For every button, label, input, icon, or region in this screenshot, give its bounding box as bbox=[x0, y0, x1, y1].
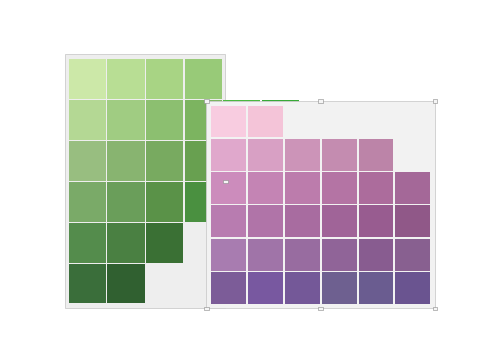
Bar bbox=[248, 106, 283, 137]
Bar bbox=[322, 205, 357, 237]
Bar bbox=[107, 182, 145, 222]
Bar bbox=[184, 141, 222, 181]
Bar bbox=[204, 307, 209, 310]
Bar bbox=[184, 59, 222, 99]
Bar bbox=[395, 205, 430, 237]
Bar bbox=[146, 223, 184, 262]
Bar bbox=[212, 172, 246, 204]
Bar bbox=[223, 100, 260, 140]
Bar bbox=[223, 180, 228, 183]
Bar bbox=[184, 100, 222, 140]
Bar bbox=[318, 99, 323, 103]
Bar bbox=[285, 172, 320, 204]
Bar bbox=[69, 182, 106, 222]
Bar bbox=[248, 239, 283, 271]
Bar bbox=[223, 182, 260, 222]
Bar bbox=[248, 139, 283, 171]
Bar bbox=[359, 139, 393, 171]
Bar bbox=[359, 239, 393, 271]
Bar bbox=[204, 99, 209, 103]
Bar bbox=[212, 205, 246, 237]
Bar bbox=[212, 272, 246, 304]
Bar bbox=[212, 139, 246, 171]
Bar bbox=[69, 264, 106, 303]
Bar bbox=[262, 100, 299, 140]
Bar bbox=[107, 223, 145, 262]
Bar bbox=[248, 272, 283, 304]
Bar bbox=[146, 59, 184, 99]
Bar bbox=[146, 182, 184, 222]
Bar bbox=[285, 239, 320, 271]
Bar bbox=[395, 172, 430, 204]
Bar bbox=[69, 100, 106, 140]
Bar bbox=[395, 272, 430, 304]
Bar bbox=[285, 272, 320, 304]
Bar bbox=[212, 239, 246, 271]
Bar bbox=[107, 264, 145, 303]
Bar bbox=[65, 54, 225, 308]
Bar bbox=[69, 59, 106, 99]
Bar bbox=[359, 272, 393, 304]
Bar bbox=[223, 141, 260, 181]
Bar bbox=[359, 205, 393, 237]
Bar bbox=[207, 101, 435, 308]
Bar bbox=[248, 172, 283, 204]
Bar bbox=[322, 139, 357, 171]
Bar bbox=[248, 205, 283, 237]
Bar bbox=[433, 99, 437, 103]
Bar bbox=[285, 139, 320, 171]
Bar bbox=[395, 239, 430, 271]
Bar bbox=[433, 307, 437, 310]
Bar bbox=[69, 141, 106, 181]
Bar bbox=[262, 141, 299, 181]
Bar bbox=[322, 239, 357, 271]
Bar bbox=[359, 172, 393, 204]
Bar bbox=[318, 307, 323, 310]
Bar bbox=[107, 59, 145, 99]
Bar bbox=[69, 223, 106, 262]
Bar bbox=[107, 141, 145, 181]
Bar bbox=[285, 205, 320, 237]
Bar bbox=[184, 182, 222, 222]
Bar bbox=[322, 172, 357, 204]
Bar bbox=[107, 100, 145, 140]
Bar bbox=[146, 141, 184, 181]
Bar bbox=[146, 100, 184, 140]
Bar bbox=[212, 106, 246, 137]
Bar bbox=[322, 272, 357, 304]
